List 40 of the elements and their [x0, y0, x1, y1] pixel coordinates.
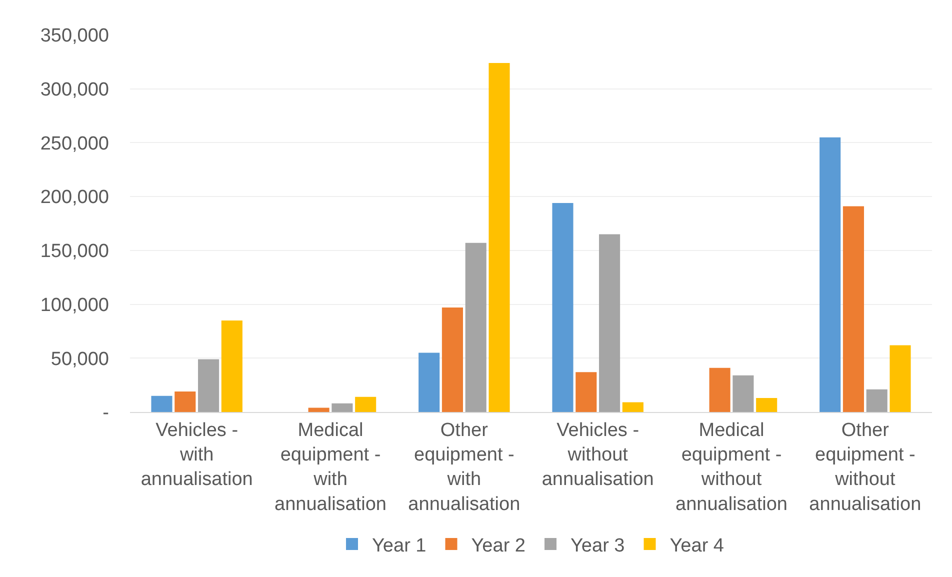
y-tick-label: 100,000	[40, 294, 109, 316]
x-tick-label: Medical equipment - with annualisation	[274, 420, 386, 515]
legend-label: Year 2	[471, 535, 526, 556]
bar	[552, 203, 574, 412]
y-tick-label: 300,000	[40, 80, 109, 101]
bar	[820, 137, 841, 412]
x-tick-label: Medical equipment - without annualisation	[676, 420, 788, 515]
bar	[221, 320, 242, 412]
bar	[355, 396, 376, 412]
bar	[842, 206, 864, 412]
bar	[308, 408, 330, 412]
bar	[599, 234, 620, 412]
bar	[756, 398, 778, 412]
x-tick-label: Vehicles - with annualisation	[140, 420, 253, 490]
x-tick-label: Vehicles - without annualisation	[542, 420, 654, 490]
legend-label: Year 1	[372, 535, 426, 556]
bar	[418, 352, 440, 412]
bar	[866, 389, 888, 412]
bar	[732, 375, 754, 412]
bar	[576, 372, 597, 412]
bar	[890, 345, 911, 412]
y-tick-label: 50,000	[50, 348, 109, 370]
y-tick-label: 150,000	[40, 241, 109, 262]
y-tick-label: 200,000	[40, 187, 109, 208]
bar	[465, 242, 486, 412]
bar	[622, 402, 644, 412]
y-tick-label: -	[102, 402, 109, 424]
y-tick-label: 350,000	[40, 26, 109, 47]
y-tick-label: 250,000	[40, 133, 109, 154]
bar	[442, 308, 463, 412]
legend-label: Year 4	[670, 535, 724, 556]
bar	[151, 396, 172, 412]
bar	[709, 368, 730, 412]
bar	[332, 403, 353, 412]
bar	[488, 63, 510, 412]
bar	[174, 392, 196, 412]
x-tick-label: Other equipment - without annualisation	[809, 420, 922, 515]
legend-label: Year 3	[570, 535, 625, 556]
bar	[198, 359, 220, 412]
x-tick-label: Other equipment - with annualisation	[408, 420, 520, 515]
